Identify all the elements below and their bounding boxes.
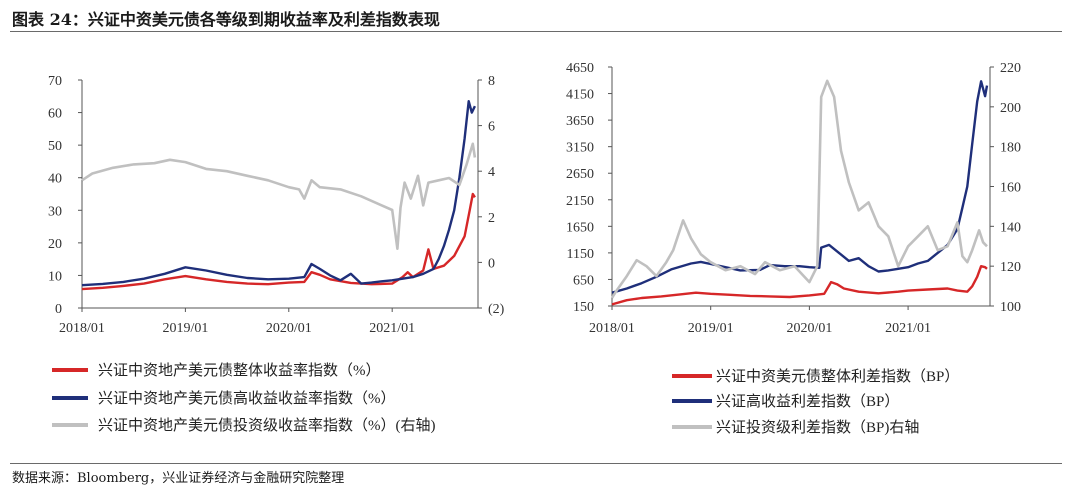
left-tick-label: 0 xyxy=(55,302,62,317)
x-tick-label: 2021/01 xyxy=(369,321,415,336)
legend-label-1: 兴证中资美元债整体利差指数（BP） xyxy=(716,368,959,385)
x-tick-label: 2019/01 xyxy=(688,321,734,336)
legend-label-2: 兴证中资地产美元债高收益收益率指数（%） xyxy=(98,390,396,407)
right-tick-label: 6 xyxy=(488,120,495,135)
left-tick-label: 150 xyxy=(573,300,594,315)
series-line-3 xyxy=(81,142,477,250)
spread-index-chart: 150 650 1150 1650 2150 2650 3150 3650 4150 4650 10… xyxy=(566,61,1021,436)
left-tick-label: 2150 xyxy=(566,194,594,209)
right-tick-label: 140 xyxy=(1000,220,1021,235)
series-line-2 xyxy=(611,80,989,294)
left-tick-label: 40 xyxy=(48,172,62,187)
series-line-1 xyxy=(81,192,476,291)
source-note: 数据来源：Bloomberg，兴业证券经济与金融研究院整理 xyxy=(12,471,345,486)
x-tick-label: 2018/01 xyxy=(589,321,635,336)
right-tick-label: 220 xyxy=(1000,61,1021,76)
title-divider xyxy=(10,31,1062,32)
x-tick-label: 2020/01 xyxy=(266,321,312,336)
left-tick-label: 650 xyxy=(573,273,594,288)
figure-title: 图表 24：兴证中资美元债各等级到期收益率及利差指数表现 xyxy=(12,10,440,29)
legend-label-1: 兴证中资地产美元债整体收益率指数（%） xyxy=(98,362,381,379)
source-divider xyxy=(10,463,1062,464)
legend-label-2: 兴证高收益利差指数（BP） xyxy=(716,393,899,410)
right-tick-label: 200 xyxy=(1000,101,1021,116)
legend-label-3: 兴证中资地产美元债投资级收益率指数（%）(右轴) xyxy=(98,417,436,434)
left-tick-label: 70 xyxy=(48,74,62,89)
x-tick-label: 2021/01 xyxy=(885,321,931,336)
left-tick-label: 4650 xyxy=(566,61,594,76)
left-tick-label: 10 xyxy=(48,269,62,284)
left-tick-label: 3650 xyxy=(566,114,594,129)
legend-label-3: 兴证投资级利差指数（BP)右轴 xyxy=(716,419,919,436)
right-tick-label: 180 xyxy=(1000,141,1021,156)
right-tick-label: 100 xyxy=(1000,300,1021,315)
right-tick-label: 120 xyxy=(1000,260,1021,275)
left-tick-label: 1650 xyxy=(566,220,594,235)
left-tick-label: 30 xyxy=(48,204,62,219)
left-tick-label: 3150 xyxy=(566,141,594,156)
x-tick-label: 2020/01 xyxy=(786,321,832,336)
series-line-1 xyxy=(611,265,988,306)
right-tick-label: 4 xyxy=(488,165,495,180)
right-tick-label: 8 xyxy=(488,74,495,89)
left-tick-label: 1150 xyxy=(567,247,594,262)
right-tick-label: (2) xyxy=(488,302,505,317)
series-line-2 xyxy=(81,100,476,287)
yield-index-chart: 0 10 20 30 40 50 60 70 (2) 0 2 4 6 8 2018/01 2019/01 202… xyxy=(48,74,505,434)
left-tick-label: 50 xyxy=(48,139,62,154)
left-tick-label: 20 xyxy=(48,237,62,252)
x-tick-label: 2018/01 xyxy=(59,321,105,336)
right-tick-label: 160 xyxy=(1000,181,1021,196)
x-tick-label: 2019/01 xyxy=(162,321,208,336)
left-tick-label: 2650 xyxy=(566,167,594,182)
series-line-3 xyxy=(610,79,988,299)
right-tick-label: 2 xyxy=(488,211,495,226)
right-tick-label: 0 xyxy=(488,256,495,271)
left-tick-label: 4150 xyxy=(566,88,594,103)
left-tick-label: 60 xyxy=(48,107,62,122)
